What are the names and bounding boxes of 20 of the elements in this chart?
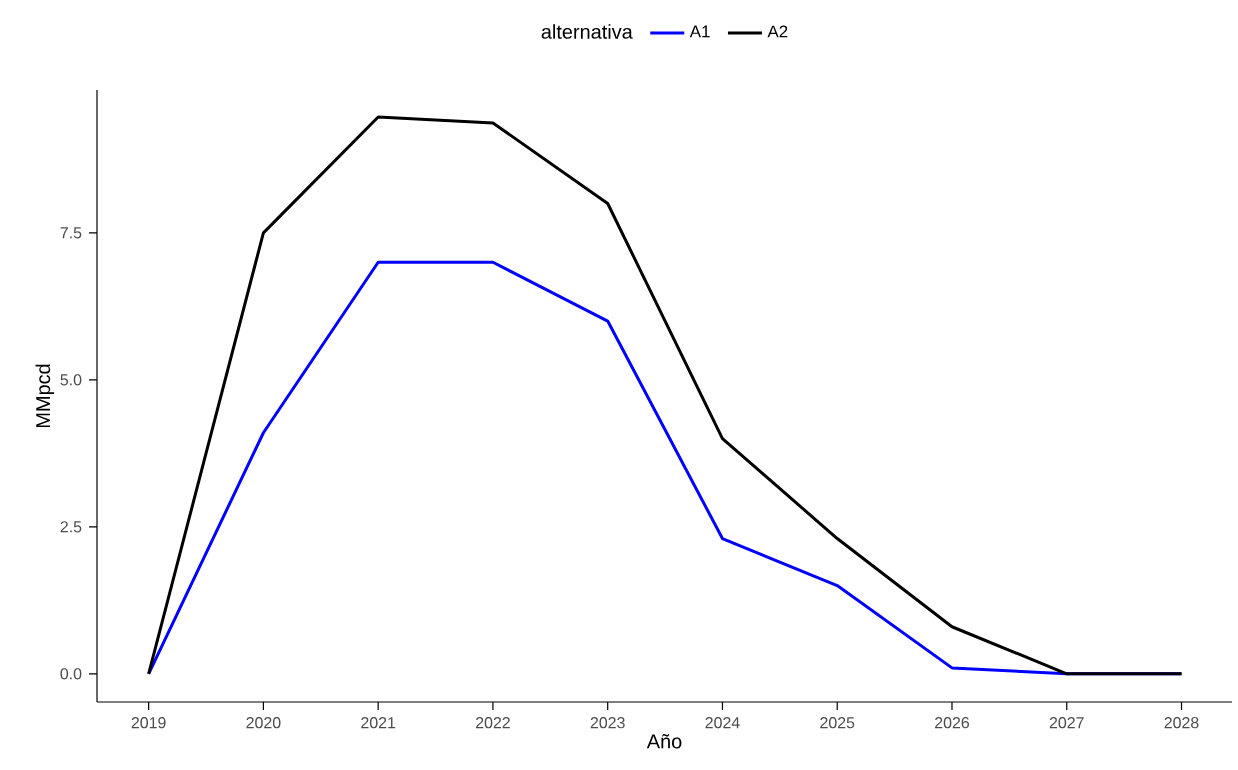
x-tick-label: 2025 [820,717,855,729]
x-tick-label: 2027 [1049,717,1084,729]
y-tick-label: 0.0 [60,668,82,680]
x-tick-label: 2026 [935,717,969,729]
x-tick-label: 2020 [246,717,281,729]
legend-title: alternativa [541,24,633,39]
legend-label: A2 [767,25,788,38]
x-tick-label: 2022 [476,717,510,729]
x-axis-title: Año [646,733,682,749]
x-tick-label: 2021 [361,717,396,729]
x-tick-label: 2028 [1164,717,1199,729]
y-tick-label: 5.0 [60,374,82,386]
y-tick-label: 2.5 [60,521,82,533]
x-tick-label: 2019 [131,717,166,729]
y-tick-label: 7.5 [60,227,82,239]
y-axis-title: MMpcd [35,364,55,428]
x-tick-label: 2023 [590,717,625,729]
legend-label: A1 [689,25,710,38]
x-tick-label: 2024 [705,717,740,729]
line-series [147,115,1184,676]
